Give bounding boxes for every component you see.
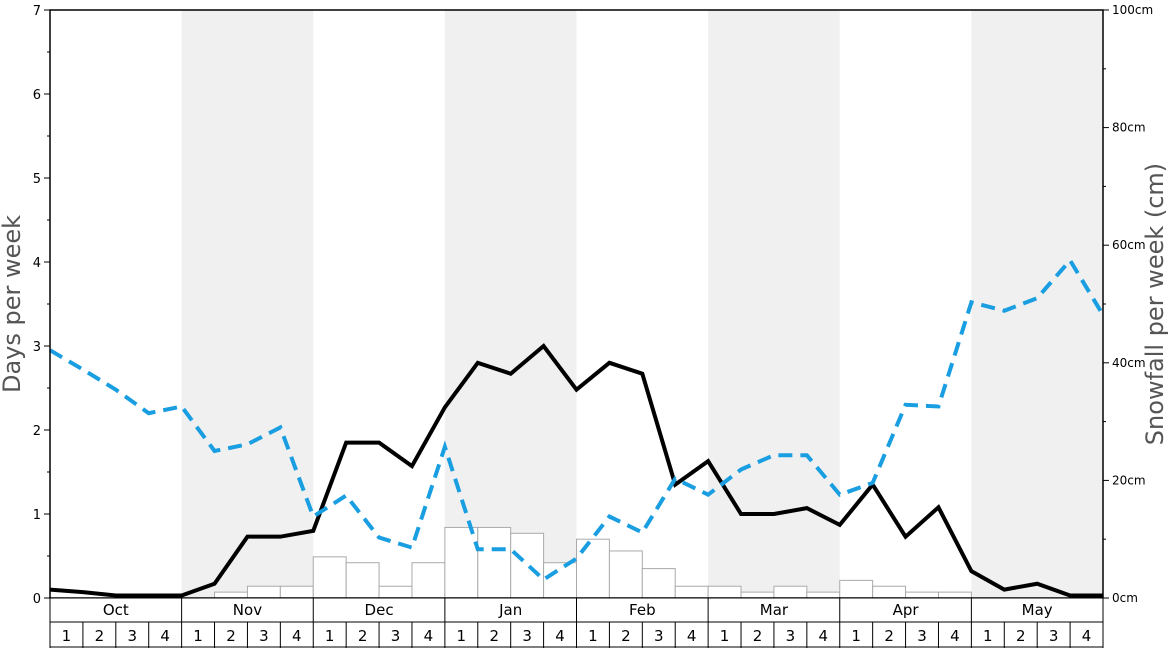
- right-tick-label: 0cm: [1112, 591, 1138, 605]
- snowfall-bar: [543, 562, 577, 599]
- right-tick-label: 80cm: [1112, 121, 1146, 135]
- week-label: 4: [160, 627, 170, 645]
- left-tick-label: 0: [33, 592, 41, 607]
- week-label: 1: [983, 627, 993, 645]
- snowfall-bar: [510, 532, 545, 599]
- snowfall-bar: [740, 591, 775, 599]
- month-label: Nov: [233, 601, 262, 619]
- week-label: 3: [1049, 627, 1059, 645]
- dashed-line-series: [48, 256, 1105, 583]
- month-label: Mar: [760, 601, 789, 619]
- left-y-axis: 0 1 2 3 4 5 6 7: [33, 4, 50, 607]
- week-label: 2: [884, 627, 894, 645]
- shade-may: [971, 10, 1103, 598]
- snowfall-bar: [608, 550, 643, 599]
- week-label: 4: [555, 627, 565, 645]
- snowfall-bar: [279, 585, 314, 599]
- week-label: 3: [917, 627, 927, 645]
- week-label: 3: [654, 627, 664, 645]
- week-label: 3: [786, 627, 796, 645]
- month-label: Feb: [629, 601, 656, 619]
- solid-line-series: [49, 343, 1103, 598]
- week-label: 3: [259, 627, 269, 645]
- week-label: 4: [292, 627, 302, 645]
- month-label: Oct: [103, 601, 129, 619]
- week-label: 2: [753, 627, 763, 645]
- snowfall-bar: [378, 585, 413, 599]
- week-label: 4: [1082, 627, 1092, 645]
- x-axis-month-week-grid: Oct 1 2 3 4 Nov 1 2 3 4 Dec 1 2 3 4 Jan 1 2 3 4 Feb 1 2 3 4 Mar 1 2…: [49, 597, 1104, 648]
- snowfall-bar: [937, 591, 972, 599]
- week-label: 1: [588, 627, 598, 645]
- snowfall-bar: [246, 585, 281, 599]
- month-label: May: [1022, 601, 1053, 619]
- right-tick-label: 20cm: [1112, 473, 1146, 487]
- snowfall-bar: [707, 585, 742, 599]
- snowfall-bar: [872, 585, 907, 599]
- week-label: 2: [226, 627, 236, 645]
- week-label: 4: [950, 627, 960, 645]
- snowfall-bars-layer: [214, 526, 972, 599]
- week-label: 1: [62, 627, 72, 645]
- snowfall-bar: [214, 591, 248, 599]
- snowfall-bar: [905, 591, 939, 599]
- week-label: 3: [522, 627, 532, 645]
- snowfall-bar: [839, 579, 874, 599]
- month-label: Jan: [498, 601, 522, 619]
- lines-layer: [48, 256, 1105, 598]
- week-label: 4: [687, 627, 697, 645]
- month-label: Apr: [893, 601, 920, 619]
- left-tick-label: 2: [33, 424, 41, 439]
- left-tick-label: 1: [33, 508, 41, 523]
- shade-jan: [444, 10, 577, 598]
- week-label: 1: [457, 627, 467, 645]
- right-y-axis: 0cm 20cm 40cm 60cm 80cm 100cm: [1103, 3, 1153, 605]
- snowfall-bar: [411, 562, 446, 599]
- week-label: 1: [193, 627, 203, 645]
- week-label: 1: [325, 627, 335, 645]
- snowfall-bar: [641, 568, 676, 599]
- shade-nov: [181, 10, 314, 598]
- snowfall-bar: [345, 562, 380, 599]
- week-label: 4: [424, 627, 434, 645]
- month-label: Dec: [365, 601, 394, 619]
- right-tick-label: 100cm: [1112, 3, 1153, 17]
- shade-mar: [708, 10, 840, 598]
- left-tick-label: 6: [33, 88, 41, 103]
- left-tick-label: 4: [33, 256, 41, 271]
- left-tick-label: 3: [33, 340, 41, 355]
- week-label: 2: [621, 627, 631, 645]
- week-label: 1: [851, 627, 861, 645]
- snowfall-bar: [312, 556, 347, 599]
- week-label: 2: [358, 627, 368, 645]
- left-tick-label: 5: [33, 172, 41, 187]
- snowfall-bar: [674, 585, 709, 599]
- week-label: 2: [95, 627, 105, 645]
- left-tick-label: 7: [33, 4, 41, 19]
- snowfall-bar: [576, 538, 610, 599]
- week-label: 4: [819, 627, 829, 645]
- week-label: 3: [127, 627, 137, 645]
- snowfall-bar: [444, 526, 479, 599]
- week-label: 2: [489, 627, 499, 645]
- y-axis-left-title: Days per week: [0, 215, 26, 393]
- right-tick-label: 40cm: [1112, 356, 1146, 370]
- week-label: 2: [1016, 627, 1026, 645]
- week-label: 1: [720, 627, 730, 645]
- month-shading-layer: [181, 10, 1103, 598]
- week-label: 3: [391, 627, 401, 645]
- snowfall-bar: [773, 585, 808, 599]
- snowfall-bar: [806, 591, 841, 599]
- y-axis-right-title: Snowfall per week (cm): [1141, 163, 1168, 445]
- right-tick-label: 60cm: [1112, 238, 1146, 252]
- snowfall-bar: [477, 526, 512, 599]
